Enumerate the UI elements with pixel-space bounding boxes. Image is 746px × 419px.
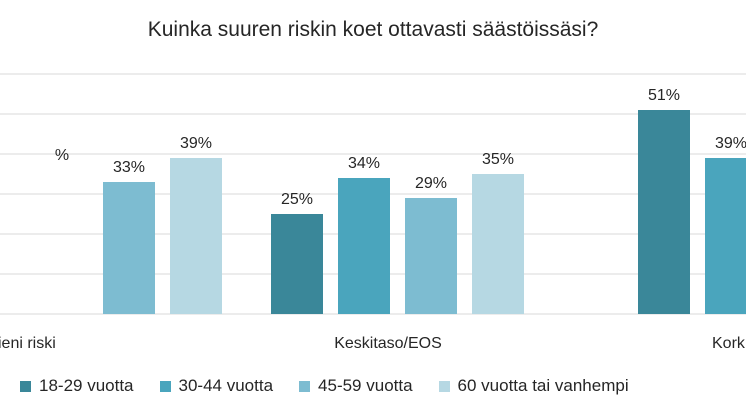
legend-label: 18-29 vuotta xyxy=(39,376,134,395)
data-label: 33% xyxy=(113,159,145,176)
bar xyxy=(472,174,524,314)
data-label: % xyxy=(55,147,69,164)
data-label: 29% xyxy=(415,175,447,192)
bar xyxy=(103,182,155,314)
legend-swatch xyxy=(20,380,31,392)
bar xyxy=(638,110,690,314)
chart-title: Kuinka suuren riskin koet ottavasti sääs… xyxy=(147,18,599,41)
legend-label: 60 vuotta tai vanhempi xyxy=(457,376,629,395)
legend-label: 30-44 vuotta xyxy=(178,376,274,395)
legend-item: 30-44 vuotta xyxy=(159,376,274,396)
plot-area: 25% 51%% 34% 39% 33% 29% 39% 35% ieni riski Kesk… xyxy=(0,73,746,352)
category-labels: ieni riski Keskitaso/EOS Kork xyxy=(0,335,746,352)
category-label: ieni riski xyxy=(0,335,56,352)
category-label: Kork xyxy=(712,335,746,352)
category-label: Keskitaso/EOS xyxy=(334,335,442,352)
legend-item: 45-59 vuotta xyxy=(299,376,413,396)
legend-swatch xyxy=(159,380,171,392)
bars xyxy=(103,110,746,314)
data-label: 34% xyxy=(348,155,380,172)
data-label: 25% xyxy=(281,191,313,208)
data-labels: 25% 51%% 34% 39% 33% 29% 39% 35% xyxy=(55,87,746,208)
data-label: 51% xyxy=(648,87,680,104)
data-label: 35% xyxy=(482,151,514,168)
bar xyxy=(338,178,390,314)
legend-item: 18-29 vuotta xyxy=(20,376,134,396)
legend: 18-29 vuotta 30-44 vuotta 45-59 vuotta 60 v… xyxy=(0,374,746,398)
legend-item: 60 vuotta tai vanhempi xyxy=(438,376,629,396)
legend-swatch xyxy=(299,380,311,392)
bar xyxy=(405,198,457,314)
bar xyxy=(170,158,222,314)
legend-label: 45-59 vuotta xyxy=(318,376,413,395)
data-label: 39% xyxy=(180,135,212,152)
bar xyxy=(705,158,746,314)
data-label: 39% xyxy=(715,135,746,152)
legend-swatch xyxy=(438,380,450,392)
bar xyxy=(271,214,323,314)
